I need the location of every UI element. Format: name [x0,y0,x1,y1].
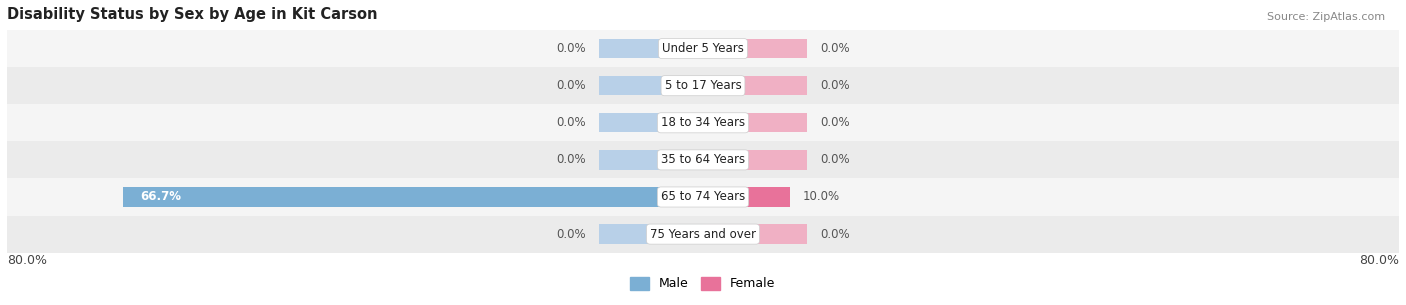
Bar [7,104,1399,141]
Bar [7,30,1399,67]
Bar [599,224,703,244]
Text: 0.0%: 0.0% [555,42,585,55]
Text: 0.0%: 0.0% [555,228,585,241]
Bar [122,187,703,207]
Text: Disability Status by Sex by Age in Kit Carson: Disability Status by Sex by Age in Kit C… [7,7,377,22]
Bar [703,76,807,95]
Bar [703,224,807,244]
Text: Under 5 Years: Under 5 Years [662,42,744,55]
Bar [703,150,807,170]
Bar [599,113,703,132]
Bar [7,67,1399,104]
Text: 0.0%: 0.0% [821,153,851,167]
Text: 0.0%: 0.0% [555,79,585,92]
Text: 75 Years and over: 75 Years and over [650,228,756,241]
Text: 80.0%: 80.0% [7,254,46,267]
Text: 0.0%: 0.0% [821,116,851,129]
Text: 10.0%: 10.0% [803,191,841,203]
Bar [599,150,703,170]
Bar [122,187,703,207]
Bar [703,39,807,58]
Text: 66.7%: 66.7% [141,191,181,203]
Legend: Male, Female: Male, Female [626,272,780,295]
Bar [7,141,1399,178]
Text: 35 to 64 Years: 35 to 64 Years [661,153,745,167]
Bar [703,187,790,207]
Text: 18 to 34 Years: 18 to 34 Years [661,116,745,129]
Text: 65 to 74 Years: 65 to 74 Years [661,191,745,203]
Text: 0.0%: 0.0% [821,228,851,241]
Bar [7,216,1399,253]
Text: 0.0%: 0.0% [555,153,585,167]
Text: 80.0%: 80.0% [1360,254,1399,267]
Bar [7,178,1399,216]
Bar [599,76,703,95]
Text: 0.0%: 0.0% [821,42,851,55]
Bar [703,113,807,132]
Text: Source: ZipAtlas.com: Source: ZipAtlas.com [1267,12,1385,22]
Bar [703,187,790,207]
Text: 5 to 17 Years: 5 to 17 Years [665,79,741,92]
Bar [599,39,703,58]
Text: 0.0%: 0.0% [555,116,585,129]
Text: 0.0%: 0.0% [821,79,851,92]
